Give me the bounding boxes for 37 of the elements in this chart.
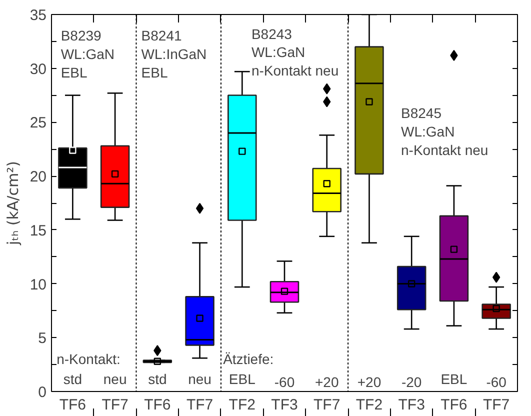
y-tick-label: 5 bbox=[38, 330, 46, 348]
annotation: B8239 WL:GaN EBL bbox=[60, 28, 115, 80]
y-tick-label: 15 bbox=[30, 222, 47, 240]
x-tick-label: TF7 bbox=[314, 396, 340, 414]
annotation: std bbox=[63, 370, 82, 387]
annotation: neu bbox=[103, 370, 127, 387]
x-tick-label: TF6 bbox=[144, 396, 171, 414]
x-tick-label: TF7 bbox=[102, 396, 128, 414]
annotation: B8241 WL:InGaN EBL bbox=[141, 28, 207, 80]
y-tick-label: 25 bbox=[30, 114, 47, 132]
annotation: -60 bbox=[486, 374, 507, 390]
y-tick-label: 10 bbox=[30, 276, 47, 294]
annotation: EBL bbox=[228, 370, 256, 387]
x-tick-label: TF3 bbox=[271, 396, 298, 414]
annotation: +20 bbox=[314, 374, 339, 390]
x-tick-label: TF2 bbox=[356, 396, 383, 414]
x-tick-label: TF6 bbox=[59, 396, 86, 414]
y-tick-label: 20 bbox=[30, 168, 47, 186]
y-tick-label: 30 bbox=[30, 60, 47, 78]
annotation: B8243 WL:GaN n-Kontakt neu bbox=[251, 26, 339, 79]
x-tick-label: TF7 bbox=[186, 396, 214, 414]
y-tick-label: 0 bbox=[38, 384, 46, 401]
x-tick-label: TF2 bbox=[228, 396, 256, 414]
y-tick-label: 35 bbox=[30, 7, 47, 24]
annotation: Ätztiefe: bbox=[223, 350, 274, 367]
annotation: neu bbox=[188, 370, 212, 387]
annotation: EBL bbox=[440, 370, 468, 387]
annotation: -60 bbox=[274, 374, 295, 390]
x-tick-label: TF3 bbox=[398, 396, 425, 414]
annotation: n-Kontakt: bbox=[56, 350, 120, 367]
x-tick-label: TF7 bbox=[482, 396, 510, 414]
x-tick-label: TF6 bbox=[440, 396, 468, 414]
annotation: B8245 WL:GaN n-Kontakt neu bbox=[401, 104, 488, 158]
annotation: +20 bbox=[357, 374, 382, 390]
annotation: std bbox=[148, 370, 167, 387]
annotation: -20 bbox=[401, 374, 422, 390]
y-axis-title: jₜₕ (kA/cm²) bbox=[4, 160, 22, 246]
